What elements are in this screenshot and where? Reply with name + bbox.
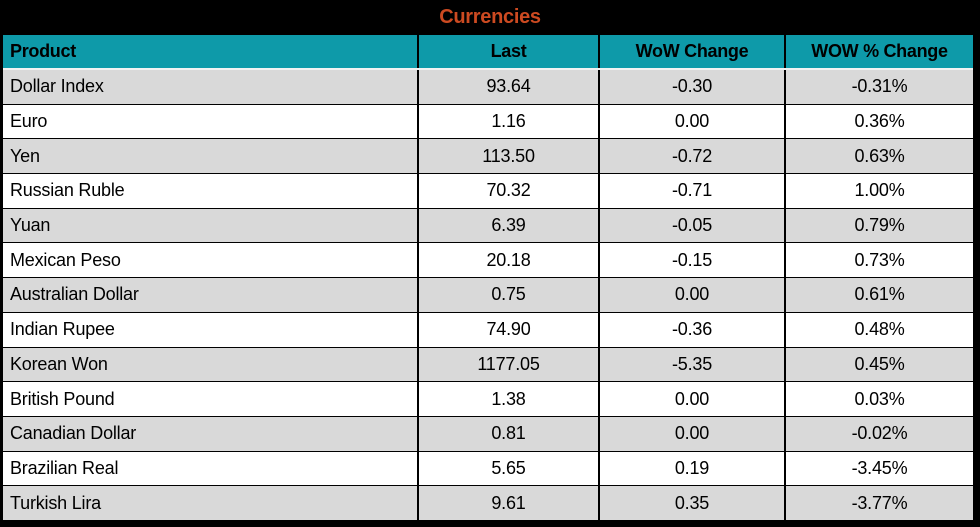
table-row: Turkish Lira 9.61 0.35 -3.77% (3, 485, 973, 520)
wow-pct-change-cell: 1.00% (784, 174, 973, 208)
wow-pct-change-cell: 0.79% (784, 208, 973, 243)
last-cell: 0.81 (417, 416, 598, 451)
wow-pct-change-cell: -3.77% (784, 486, 973, 520)
wow-pct-change-cell: -0.31% (784, 70, 973, 104)
last-cell: 0.75 (417, 278, 598, 312)
table-row: Indian Rupee 74.90 -0.36 0.48% (3, 311, 973, 347)
table-row: Korean Won 1177.05 -5.35 0.45% (3, 346, 973, 382)
wow-pct-change-cell: 0.61% (784, 278, 973, 312)
last-cell: 20.18 (417, 243, 598, 278)
column-header-product: Product (10, 41, 76, 61)
last-cell: 5.65 (417, 451, 598, 486)
wow-change-cell: 0.00 (598, 416, 784, 451)
last-cell: 1.38 (417, 382, 598, 416)
column-header-wow-pct-change: WOW % Change (784, 35, 973, 68)
wow-pct-change-cell: -3.45% (784, 451, 973, 486)
product-cell: Australian Dollar (10, 284, 139, 305)
table-row: Euro 1.16 0.00 0.36% (3, 103, 973, 139)
last-cell: 113.50 (417, 139, 598, 174)
table-row: Mexican Peso 20.18 -0.15 0.73% (3, 242, 973, 278)
column-header-wow-change: WoW Change (598, 35, 784, 68)
wow-pct-change-cell: 0.48% (784, 312, 973, 347)
wow-change-cell: -0.36 (598, 312, 784, 347)
wow-pct-change-cell: -0.02% (784, 416, 973, 451)
product-cell: Canadian Dollar (10, 423, 137, 444)
table-row: Brazilian Real 5.65 0.19 -3.45% (3, 450, 973, 486)
wow-change-cell: -0.15 (598, 243, 784, 278)
wow-change-cell: -0.71 (598, 174, 784, 208)
product-cell: Indian Rupee (10, 319, 115, 340)
wow-pct-change-cell: 0.36% (784, 104, 973, 139)
table-row: Canadian Dollar 0.81 0.00 -0.02% (3, 415, 973, 451)
product-cell: Korean Won (10, 353, 108, 374)
last-cell: 1177.05 (417, 347, 598, 382)
wow-change-cell: 0.00 (598, 382, 784, 416)
product-cell: Mexican Peso (10, 249, 121, 270)
table-body: Dollar Index 93.64 -0.30 -0.31% Euro 1.16 0.00… (3, 70, 973, 520)
wow-change-cell: -0.72 (598, 139, 784, 174)
wow-pct-change-cell: 0.45% (784, 347, 973, 382)
product-cell: Brazilian Real (10, 457, 119, 478)
product-cell: Yuan (10, 215, 51, 236)
wow-change-cell: -0.05 (598, 208, 784, 243)
wow-pct-change-cell: 0.73% (784, 243, 973, 278)
table-row: Russian Ruble 70.32 -0.71 1.00% (3, 173, 973, 208)
product-cell: Dollar Index (10, 76, 104, 97)
wow-pct-change-cell: 0.63% (784, 139, 973, 174)
last-cell: 6.39 (417, 208, 598, 243)
last-cell: 93.64 (417, 70, 598, 104)
product-cell: Euro (10, 111, 48, 132)
wow-change-cell: -0.30 (598, 70, 784, 104)
product-cell: Yen (10, 145, 40, 166)
wow-change-cell: 0.35 (598, 486, 784, 520)
wow-change-cell: 0.00 (598, 278, 784, 312)
product-cell: Turkish Lira (10, 492, 101, 513)
last-cell: 70.32 (417, 174, 598, 208)
wow-pct-change-cell: 0.03% (784, 382, 973, 416)
last-cell: 1.16 (417, 104, 598, 139)
last-cell: 9.61 (417, 486, 598, 520)
table-row: Yuan 6.39 -0.05 0.79% (3, 207, 973, 243)
wow-change-cell: -5.35 (598, 347, 784, 382)
header-row: Product Last WoW Change WOW % Change (3, 35, 973, 70)
table-title: Currencies (0, 0, 980, 35)
wow-change-cell: 0.00 (598, 104, 784, 139)
table-grid: Product Last WoW Change WOW % Change Dol… (3, 35, 973, 520)
column-header-last: Last (417, 35, 598, 68)
wow-change-cell: 0.19 (598, 451, 784, 486)
product-cell: British Pound (10, 388, 115, 409)
table-row: British Pound 1.38 0.00 0.03% (3, 381, 973, 416)
table-row: Dollar Index 93.64 -0.30 -0.31% (3, 70, 973, 104)
last-cell: 74.90 (417, 312, 598, 347)
table-row: Yen 113.50 -0.72 0.63% (3, 138, 973, 174)
table-row: Australian Dollar 0.75 0.00 0.61% (3, 277, 973, 312)
product-cell: Russian Ruble (10, 180, 125, 201)
